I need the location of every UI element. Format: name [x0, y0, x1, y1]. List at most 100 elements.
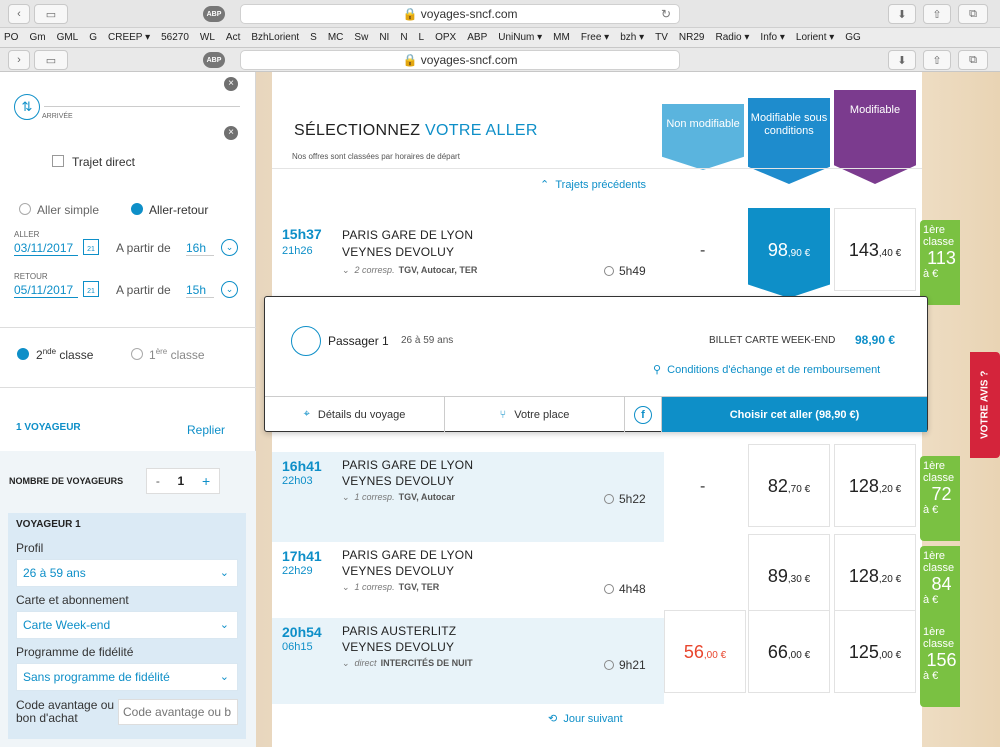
train-row[interactable]: 20h54 06h15 PARIS AUSTERLITZ VEYNES DEVO…	[272, 618, 664, 704]
tabs-icon[interactable]: ⧉	[958, 4, 988, 24]
back-button[interactable]: ‹	[8, 4, 30, 24]
bookmark-item[interactable]: UniNum ▾	[498, 32, 543, 43]
bookmark-item[interactable]: GG	[845, 32, 861, 43]
previous-link[interactable]: ⌃ Trajets précédents	[540, 179, 647, 191]
replier-link[interactable]: Replier	[187, 423, 226, 437]
download-icon[interactable]: ⬇	[888, 4, 916, 24]
bookmark-item[interactable]: WL	[199, 32, 215, 43]
abp-icon[interactable]: ABP	[203, 6, 225, 22]
back-button-2[interactable]: ›	[8, 50, 30, 70]
bookmark-item[interactable]: S	[310, 32, 317, 43]
arrival-station: VEYNES DEVOLUY	[342, 640, 455, 654]
sidebar-toggle-icon-2[interactable]: ▭	[34, 50, 68, 70]
clear-icon[interactable]: ×	[224, 77, 238, 91]
aller-hour[interactable]: 16h	[186, 241, 214, 256]
calendar-icon-retour[interactable]: 21	[83, 281, 99, 297]
facebook-button[interactable]: f	[625, 397, 662, 432]
price-non-modifiable[interactable]: -	[700, 242, 706, 259]
votre-place-button[interactable]: ⑂ Votre place	[445, 397, 625, 432]
aller-retour-radio[interactable]	[131, 203, 143, 215]
bookmark-item[interactable]: NI	[379, 32, 390, 43]
first-class-offer[interactable]: 1ère classe 72 à €	[920, 456, 960, 541]
bookmark-item[interactable]: Sw	[354, 32, 369, 43]
train-row[interactable]: 15h37 21h26 PARIS GARE DE LYON VEYNES DE…	[272, 208, 664, 294]
profil-select[interactable]: 26 à 59 ans ⌄	[16, 559, 238, 587]
connections[interactable]: ⌄ 2 corresp. TGV, Autocar, TER	[342, 265, 478, 275]
plus-button[interactable]: +	[201, 473, 211, 489]
aller-simple-radio[interactable]	[19, 203, 31, 215]
bookmark-item[interactable]: GML	[56, 32, 79, 43]
feedback-tab[interactable]: VOTRE AVIS ?	[970, 352, 1000, 458]
bookmark-item[interactable]: Gm	[29, 32, 46, 43]
sidebar-toggle-icon[interactable]: ▭	[34, 4, 68, 24]
first-class-radio[interactable]	[131, 348, 143, 360]
bookmark-item[interactable]: OPX	[435, 32, 457, 43]
price-modifiable[interactable]: 128,20 €	[834, 534, 916, 617]
price-modifiable-cond[interactable]: 82,70 €	[748, 444, 830, 527]
clear-icon-2[interactable]: ×	[224, 126, 238, 140]
retour-hour[interactable]: 15h	[186, 283, 214, 298]
price-modifiable[interactable]: 128,20 €	[834, 444, 916, 527]
bookmark-item[interactable]: BzhLorient	[251, 32, 300, 43]
price-modifiable[interactable]: 125,00 €	[834, 610, 916, 693]
bookmark-item[interactable]: ABP	[467, 32, 488, 43]
bookmark-item[interactable]: Free ▾	[580, 32, 610, 43]
share-icon[interactable]: ⇧	[923, 4, 951, 24]
direct-checkbox[interactable]	[52, 155, 64, 167]
quantity-stepper[interactable]: - 1 +	[146, 468, 220, 494]
aller-date[interactable]: 03/11/2017	[14, 241, 78, 256]
bookmark-item[interactable]: Act	[225, 32, 241, 43]
download-icon-2[interactable]: ⬇	[888, 50, 916, 70]
swap-icon[interactable]: ⇅	[14, 94, 40, 120]
bookmark-item[interactable]: G	[89, 32, 98, 43]
first-class-offer[interactable]: 1ère classe 156 à €	[920, 622, 960, 707]
bookmark-item[interactable]: N	[400, 32, 408, 43]
address-bar[interactable]: 🔒 voyages-sncf.com ↻	[240, 4, 680, 24]
bookmark-item[interactable]: 56270	[161, 32, 189, 43]
address-bar-2[interactable]: 🔒 voyages-sncf.com	[240, 50, 680, 70]
minus-button[interactable]: -	[155, 474, 160, 488]
share-icon-2[interactable]: ⇧	[923, 50, 951, 70]
second-class-radio[interactable]	[17, 348, 29, 360]
first-class-offer[interactable]: 1ère classe 113 à €	[920, 220, 960, 305]
calendar-icon[interactable]: 21	[83, 239, 99, 255]
arrival-field-line[interactable]	[44, 106, 240, 107]
bookmark-item[interactable]: bzh ▾	[620, 32, 645, 43]
train-row[interactable]: 17h41 22h29 PARIS GARE DE LYON VEYNES DE…	[272, 542, 664, 618]
price-modifiable-cond-selected[interactable]: 98,90 €	[748, 208, 830, 298]
price-modifiable[interactable]: 143,40 €	[834, 208, 916, 291]
connections[interactable]: ⌄ 1 corresp. TGV, TER	[342, 582, 440, 592]
choisir-button[interactable]: Choisir cet aller (98,90 €)	[662, 397, 927, 432]
next-day-link[interactable]: ⟲ Jour suivant	[548, 713, 623, 725]
first-class-offer[interactable]: 1ère classe 84 à €	[920, 546, 960, 631]
bookmark-item[interactable]: L	[418, 32, 425, 43]
bookmark-item[interactable]: PO	[4, 32, 19, 43]
divider	[0, 327, 256, 328]
retour-date[interactable]: 05/11/2017	[14, 283, 78, 298]
bookmark-item[interactable]: NR29	[678, 32, 705, 43]
code-input[interactable]	[118, 699, 238, 725]
bookmark-item[interactable]: MC	[327, 32, 344, 43]
bookmark-item[interactable]: MM	[553, 32, 570, 43]
fidelite-select[interactable]: Sans programme de fidélité ⌄	[16, 663, 238, 691]
price-modifiable-cond[interactable]: 89,30 €	[748, 534, 830, 617]
bookmark-item[interactable]: CREEP ▾	[108, 32, 151, 43]
carte-select[interactable]: Carte Week-end ⌄	[16, 611, 238, 639]
details-voyage-button[interactable]: ⌖ Détails du voyage	[265, 397, 445, 432]
bookmark-item[interactable]: Lorient ▾	[795, 32, 835, 43]
price-non-modifiable[interactable]: 56,00 €	[664, 610, 746, 693]
tabs-icon-2[interactable]: ⧉	[958, 50, 988, 70]
abp-icon-2[interactable]: ABP	[203, 52, 225, 68]
price-non-modifiable[interactable]: -	[700, 478, 706, 495]
connections[interactable]: ⌄ 1 corresp. TGV, Autocar	[342, 492, 455, 502]
price-modifiable-cond[interactable]: 66,00 €	[748, 610, 830, 693]
bookmark-item[interactable]: TV	[655, 32, 668, 43]
chevron-down-icon-retour[interactable]: ⌄	[221, 281, 238, 298]
chevron-down-icon[interactable]: ⌄	[221, 239, 238, 256]
connections[interactable]: ⌄ direct INTERCITÉS DE NUIT	[342, 658, 473, 668]
bookmark-item[interactable]: Info ▾	[760, 32, 785, 43]
reload-icon[interactable]: ↻	[660, 7, 671, 21]
conditions-link[interactable]: ⚲ Conditions d'échange et de rembourseme…	[653, 364, 881, 376]
train-row[interactable]: 16h41 22h03 PARIS GARE DE LYON VEYNES DE…	[272, 452, 664, 542]
bookmark-item[interactable]: Radio ▾	[715, 32, 750, 43]
